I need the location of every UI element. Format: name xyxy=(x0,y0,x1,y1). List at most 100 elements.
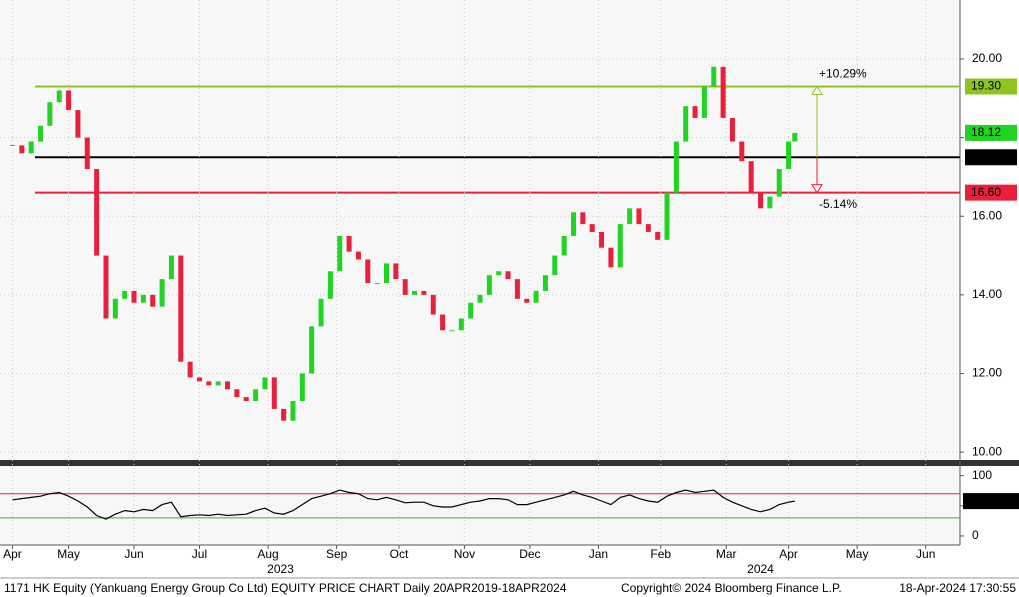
panel-divider xyxy=(0,460,1019,466)
candle xyxy=(477,294,483,303)
candle xyxy=(561,235,567,256)
candle xyxy=(792,132,798,142)
candle xyxy=(542,275,548,291)
candle xyxy=(355,251,361,260)
candle xyxy=(66,90,72,111)
move-arrow-head xyxy=(811,85,823,95)
candle xyxy=(187,361,193,378)
rsi-line xyxy=(12,489,795,520)
footer-center: Copyright© 2024 Bloomberg Finance L.P. xyxy=(621,581,842,595)
y-tick-label: 20.00 xyxy=(972,51,1002,65)
x-tick-label: Apr xyxy=(3,547,22,561)
reference-label: 17.50 xyxy=(971,149,1001,163)
candle xyxy=(701,86,707,118)
candle xyxy=(645,224,651,232)
candle xyxy=(383,263,389,284)
x-tick-label: Jan xyxy=(589,547,608,561)
candle xyxy=(131,290,137,303)
x-tick-label: Oct xyxy=(390,547,409,561)
candle xyxy=(655,231,661,240)
candle xyxy=(56,90,62,103)
reference-label: 19.30 xyxy=(971,79,1001,93)
candle xyxy=(234,389,240,398)
candle xyxy=(664,192,670,240)
candle xyxy=(271,377,277,409)
candle xyxy=(262,377,268,390)
candle xyxy=(608,247,614,268)
move-annotation: -5.14% xyxy=(819,197,857,211)
candle xyxy=(412,290,418,295)
candle xyxy=(514,279,520,299)
candle xyxy=(599,231,605,248)
move-arrow-head xyxy=(811,184,823,194)
candle xyxy=(75,110,81,138)
x-tick-label: May xyxy=(57,547,80,561)
candle xyxy=(711,66,717,87)
candle xyxy=(178,255,184,362)
candle xyxy=(739,141,745,162)
candle xyxy=(28,141,34,154)
candle xyxy=(402,279,408,295)
candle xyxy=(150,294,156,307)
candle xyxy=(215,381,221,386)
candle xyxy=(47,102,53,126)
candle xyxy=(122,290,128,299)
candle xyxy=(636,208,642,225)
candle xyxy=(748,161,754,193)
candle xyxy=(140,294,146,303)
x-tick-label: Nov xyxy=(454,547,475,561)
reference-label-box xyxy=(965,78,1017,95)
candle xyxy=(786,141,792,170)
candle xyxy=(589,224,595,232)
candle xyxy=(430,294,436,315)
candle xyxy=(327,271,333,299)
candle xyxy=(159,279,165,307)
candle xyxy=(206,381,212,386)
x-tick-label: Jul xyxy=(192,547,207,561)
candle xyxy=(168,255,174,280)
candle xyxy=(421,290,427,295)
x-tick-label: Sep xyxy=(326,547,348,561)
last-value-label: 57.7754 xyxy=(966,493,1010,507)
candle xyxy=(617,224,623,268)
candle xyxy=(468,302,474,319)
y-tick-label: 10.00 xyxy=(972,444,1002,458)
candle xyxy=(486,275,492,295)
x-tick-label: Mar xyxy=(716,547,737,561)
reference-label: 16.60 xyxy=(971,185,1001,199)
last-price-label: 18.12 xyxy=(971,125,1001,139)
x-tick-label: Dec xyxy=(519,547,540,561)
x-tick-label: Apr xyxy=(779,547,798,561)
x-tick-label: Jun xyxy=(124,547,143,561)
candle xyxy=(496,271,502,276)
y-tick-label: 14.00 xyxy=(972,287,1002,301)
candle xyxy=(458,318,464,331)
candle xyxy=(767,196,773,209)
candle xyxy=(346,235,352,252)
move-annotation: +10.29% xyxy=(819,67,867,81)
reference-label-box xyxy=(965,184,1017,201)
candle xyxy=(103,255,109,319)
candle xyxy=(729,117,735,142)
candle xyxy=(449,330,455,332)
candle xyxy=(225,381,231,390)
y-tick-label: 16.00 xyxy=(972,208,1002,222)
rsi-panel xyxy=(0,466,960,545)
candle xyxy=(299,373,305,402)
y-tick-label: 100 xyxy=(972,468,992,482)
candle xyxy=(337,235,343,272)
candle xyxy=(552,255,558,276)
footer-right: 18-Apr-2024 17:30:55 xyxy=(899,581,1016,595)
x-tick-label: Feb xyxy=(650,547,671,561)
candle xyxy=(94,169,100,256)
candle xyxy=(776,169,782,197)
candle xyxy=(374,283,380,285)
x-tick-label: Aug xyxy=(257,547,278,561)
last-value-box xyxy=(963,493,1019,510)
candle xyxy=(683,106,689,142)
candle xyxy=(38,125,44,142)
candle xyxy=(533,290,539,303)
candle xyxy=(627,208,633,225)
candle xyxy=(19,145,25,154)
